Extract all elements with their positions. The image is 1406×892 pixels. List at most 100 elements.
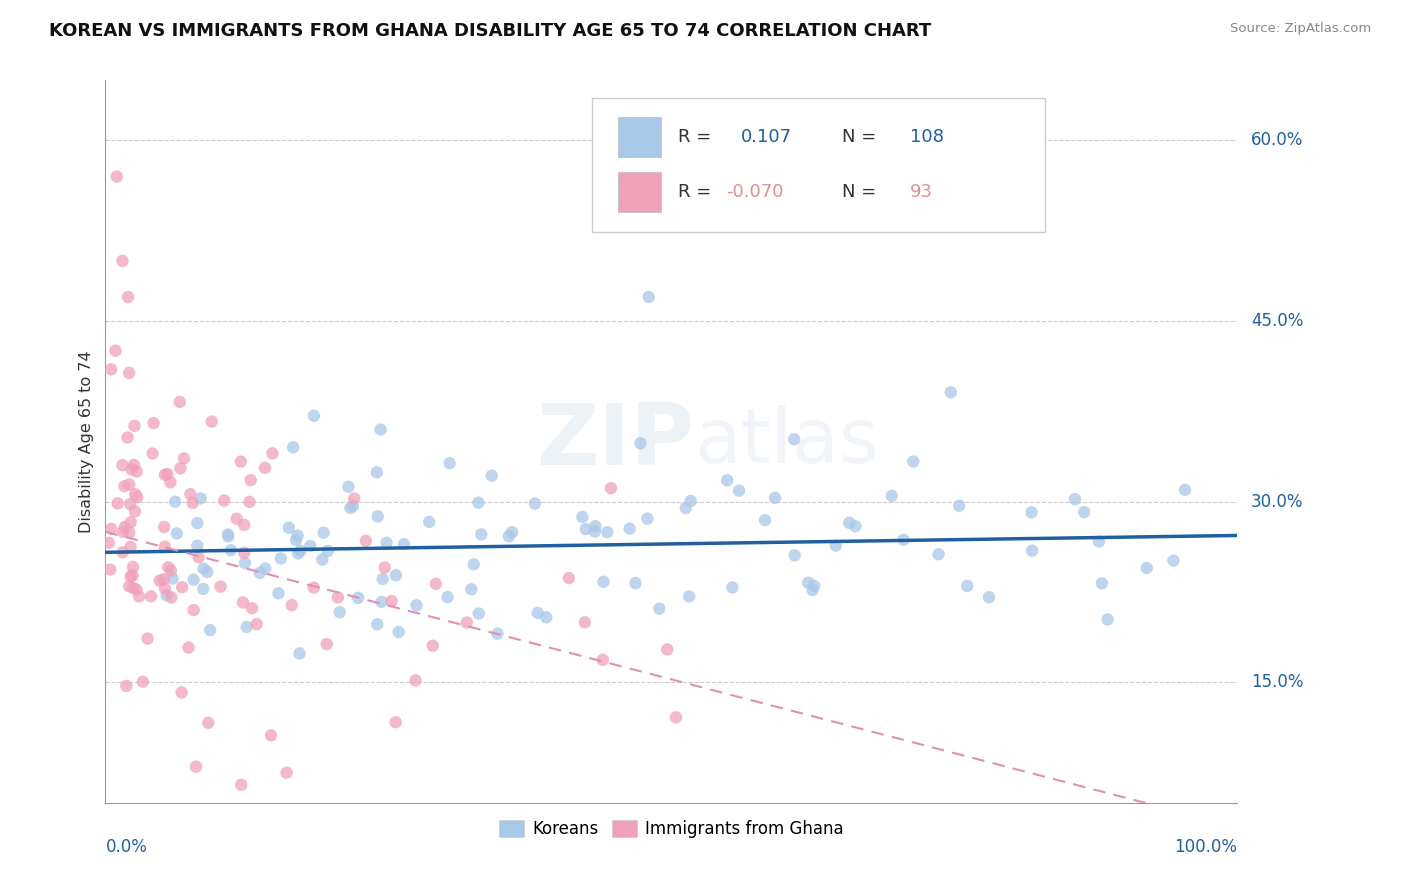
Point [665,710,688,724]
Point [100,362,122,376]
Point [181,496,204,510]
Point [721,581,744,595]
Point [193,582,215,596]
Point [229,454,252,468]
Point [405,673,427,688]
Point [236,620,259,634]
Point [456,615,478,630]
Point [117,430,139,444]
Point [225,512,247,526]
Point [678,590,700,604]
Point [122,581,145,595]
Point [1021,543,1043,558]
Point [838,516,860,530]
Point [105,169,128,184]
Point [128,590,150,604]
Point [347,591,370,605]
Point [290,544,312,558]
Point [801,582,824,597]
Point [219,543,242,558]
Point [343,491,366,506]
Point [405,599,427,613]
Point [120,569,142,583]
Point [418,515,440,529]
Point [212,493,235,508]
Point [179,487,201,501]
Point [302,581,325,595]
Point [285,533,308,547]
Point [97,536,120,550]
Point [232,595,254,609]
Point [728,483,751,498]
Point [114,520,136,534]
Point [1136,561,1159,575]
Point [1088,534,1111,549]
Point [939,385,962,400]
Point [312,525,335,540]
Point [1064,492,1087,507]
Text: 30.0%: 30.0% [1251,492,1303,511]
Point [156,588,179,602]
Point [280,598,302,612]
Point [277,521,299,535]
Point [592,574,614,589]
Point [142,416,165,430]
Text: R =: R = [678,128,711,145]
Point [844,519,866,533]
Point [197,715,219,730]
Point [571,510,593,524]
Point [339,500,361,515]
Point [316,544,339,558]
Point [166,526,188,541]
Point [600,481,623,495]
Point [470,527,492,541]
Point [679,494,702,508]
Point [754,513,776,527]
Text: KOREAN VS IMMIGRANTS FROM GHANA DISABILITY AGE 65 TO 74 CORRELATION CHART: KOREAN VS IMMIGRANTS FROM GHANA DISABILI… [49,22,931,40]
Point [253,460,276,475]
Point [111,458,134,472]
Point [160,564,183,578]
Point [201,415,224,429]
Point [422,639,444,653]
Point [948,499,970,513]
Point [100,522,122,536]
Point [287,547,309,561]
Point [299,539,322,553]
Point [267,586,290,600]
Point [104,343,127,358]
Point [596,525,619,540]
Point [1091,576,1114,591]
Point [374,560,396,574]
Point [240,601,263,615]
Point [481,468,503,483]
Point [231,778,253,792]
Point [198,623,221,637]
Text: 15.0%: 15.0% [1251,673,1303,691]
Point [763,491,786,505]
Point [287,528,309,542]
Point [536,610,558,624]
Point [186,539,208,553]
Point [183,603,205,617]
Point [169,395,191,409]
Point [183,573,205,587]
Point [337,480,360,494]
Point [367,509,389,524]
Point [583,524,606,539]
Bar [619,117,661,156]
Point [187,550,209,565]
Point [783,432,806,446]
Point [157,560,180,574]
Text: -0.070: -0.070 [725,183,783,202]
Point [141,446,163,460]
Point [558,571,581,585]
Point [190,491,212,506]
Point [124,418,146,433]
Point [797,575,820,590]
Point [460,582,482,597]
Point [392,537,415,551]
Point [186,516,208,530]
Text: 0.0%: 0.0% [105,838,148,855]
Text: 100.0%: 100.0% [1174,838,1237,855]
